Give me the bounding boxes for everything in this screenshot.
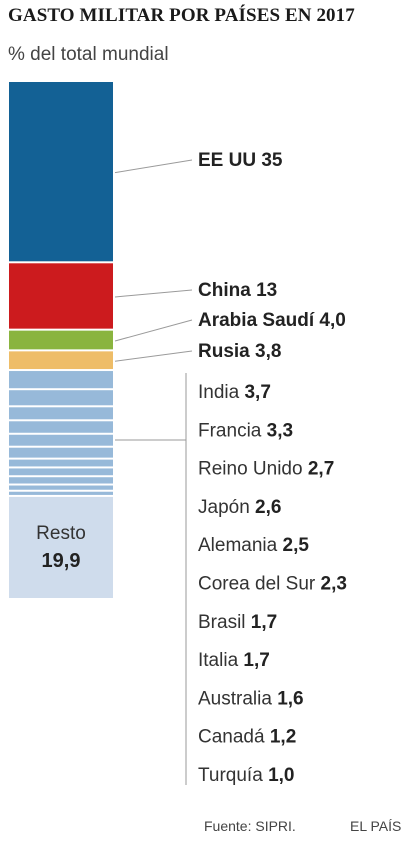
- source-note: Fuente: SIPRI.: [204, 818, 296, 834]
- category-name: Canadá: [198, 727, 270, 748]
- leader-lines: [114, 159, 193, 785]
- segment-label-china: China 13: [198, 280, 277, 301]
- bar-segment-brasil: [9, 459, 113, 467]
- bar-segment-ee-uu: [9, 82, 113, 262]
- bar-segments: [9, 82, 113, 598]
- bar-segment-arabia-saudi: [9, 330, 113, 350]
- segment-label-australia: Australia 1,6: [198, 688, 304, 709]
- segment-label-brasil: Brasil 1,7: [198, 612, 277, 633]
- value-label: 2,5: [283, 535, 310, 556]
- bar-segment-china: [9, 263, 113, 329]
- category-name: India: [198, 382, 244, 403]
- value-label: 1,0: [268, 765, 294, 786]
- segment-label-rusia: Rusia 3,8: [198, 341, 281, 362]
- value-label: 3,7: [244, 382, 270, 403]
- value-label: 1,6: [277, 688, 303, 709]
- category-name: Brasil: [198, 612, 251, 633]
- segment-label-italia: Italia 1,7: [198, 650, 270, 671]
- segment-label-corea-del-sur: Corea del Sur 2,3: [198, 574, 347, 595]
- value-label: 13: [256, 280, 277, 301]
- bar-segment-italia: [9, 468, 113, 476]
- value-label: 2,3: [321, 574, 347, 595]
- chart-subtitle: % del total mundial: [8, 44, 169, 65]
- value-label: 1,2: [270, 727, 296, 748]
- category-name: Australia: [198, 688, 277, 709]
- value-label: 4,0: [319, 310, 345, 331]
- value-label: 3,8: [255, 341, 281, 362]
- segment-label-india: India 3,7: [198, 382, 271, 403]
- category-name: Francia: [198, 420, 267, 441]
- category-name: Japón: [198, 497, 255, 518]
- bar-segment-alemania: [9, 434, 113, 446]
- bar-segment-corea-del-sur: [9, 447, 113, 458]
- bar-segment-india: [9, 371, 113, 389]
- value-label: 35: [261, 150, 283, 171]
- leader-line-ee-uu: [114, 159, 193, 174]
- category-name: Arabia Saudí: [198, 310, 319, 331]
- bar-segment-rusia: [9, 351, 113, 370]
- segment-label-arabia-saudi: Arabia Saudí 4,0: [198, 310, 346, 331]
- bar-segment-francia: [9, 390, 113, 406]
- segment-label-alemania: Alemania 2,5: [198, 535, 309, 556]
- category-name: EE UU: [198, 150, 261, 171]
- bar-segment-reino-unido: [9, 407, 113, 420]
- value-label: 3,3: [267, 420, 293, 441]
- bar-segment-turquia: [9, 491, 113, 495]
- chart-title: GASTO MILITAR POR PAÍSES EN 2017: [8, 5, 355, 26]
- segment-label-canada: Canadá 1,2: [198, 727, 296, 748]
- value-label: 2,6: [255, 497, 281, 518]
- leader-line-china: [114, 289, 193, 298]
- bar-segment-resto: [9, 496, 113, 598]
- segment-labels: EE UU 35 China 13 Arabia Saudí 4,0 Rusia 3,…: [36, 150, 347, 786]
- stacked-bar-chart: EE UU 35 China 13 Arabia Saudí 4,0 Rusia 3,…: [9, 82, 347, 786]
- segment-label-ee-uu: EE UU 35: [198, 150, 283, 171]
- category-name: Reino Unido: [198, 459, 308, 480]
- leader-line-arabia-saudi: [114, 319, 193, 342]
- segment-label-japon: Japón 2,6: [198, 497, 281, 518]
- bar-segment-canada: [9, 485, 113, 490]
- segment-label-francia: Francia 3,3: [198, 420, 293, 441]
- category-name: Italia: [198, 650, 243, 671]
- bar-segment-australia: [9, 477, 113, 484]
- segment-label-resto: Resto: [36, 523, 86, 544]
- category-name: China: [198, 280, 256, 301]
- category-name: Turquía: [198, 765, 268, 786]
- value-label: 1,7: [243, 650, 269, 671]
- value-label: 1,7: [251, 612, 277, 633]
- value-label: 2,7: [308, 459, 334, 480]
- segment-label-turquia: Turquía 1,0: [198, 765, 294, 786]
- leader-line-rusia: [114, 350, 193, 362]
- category-name: Rusia: [198, 341, 255, 362]
- bar-segment-japon: [9, 421, 113, 433]
- segment-label-reino-unido: Reino Unido 2,7: [198, 459, 334, 480]
- category-name: Corea del Sur: [198, 574, 321, 595]
- publisher-brand: EL PAÍS: [350, 818, 402, 834]
- category-name: Alemania: [198, 535, 283, 556]
- value-label-resto: 19,9: [42, 550, 81, 572]
